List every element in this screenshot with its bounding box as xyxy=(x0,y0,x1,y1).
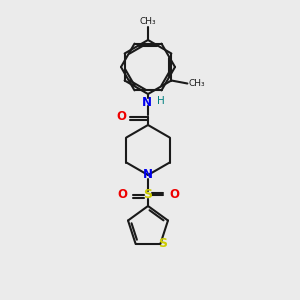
Text: S: S xyxy=(143,188,152,202)
Text: N: N xyxy=(143,169,153,182)
Text: CH₃: CH₃ xyxy=(140,17,156,26)
Text: N: N xyxy=(142,95,152,109)
Text: O: O xyxy=(117,188,127,202)
Text: CH₃: CH₃ xyxy=(188,79,205,88)
Text: O: O xyxy=(116,110,126,124)
Text: S: S xyxy=(158,238,167,250)
Text: O: O xyxy=(169,188,179,202)
Text: H: H xyxy=(157,96,165,106)
